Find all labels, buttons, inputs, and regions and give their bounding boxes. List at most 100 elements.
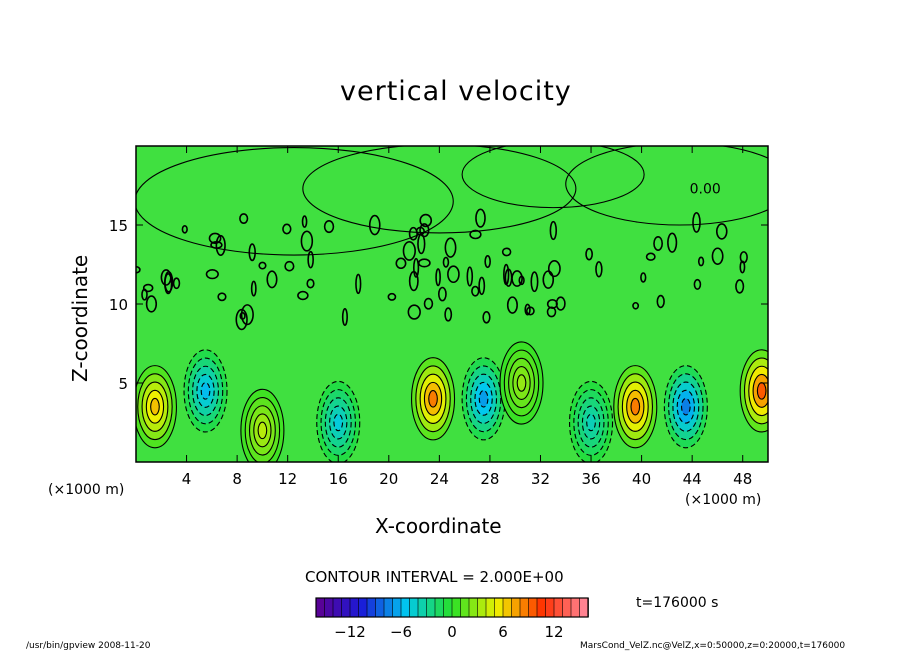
colorbar-swatch	[519, 597, 530, 618]
colorbar-swatch	[545, 597, 555, 618]
contour-line	[711, 247, 724, 265]
contour-line	[306, 278, 315, 289]
colorbar-swatch	[553, 597, 564, 618]
contour-line	[136, 147, 454, 256]
x-unit-left: (×1000 m)	[48, 482, 125, 498]
y-axis: 5 10 15	[109, 217, 768, 393]
contour-line	[208, 232, 222, 244]
contour-line	[423, 297, 434, 310]
colorbar-swatch	[443, 597, 453, 618]
contour-line	[395, 257, 407, 270]
contour-line	[444, 237, 457, 258]
contour-line	[585, 247, 593, 261]
contour-label: 0.00	[690, 181, 721, 197]
y-axis-label: Z-coordinate	[68, 254, 92, 382]
contour-line	[656, 294, 665, 309]
contour-line	[235, 308, 248, 331]
contour-line	[475, 208, 486, 228]
velocity-cell	[569, 380, 614, 462]
x-tick-label: 20	[379, 470, 398, 488]
contour-line	[407, 304, 421, 320]
contour-line	[164, 273, 173, 295]
contour-line	[239, 312, 246, 320]
colorbar-swatch	[562, 597, 572, 618]
contour-line	[355, 273, 362, 295]
contour-line	[257, 421, 268, 440]
contour-line	[150, 397, 160, 416]
velocity-cell	[316, 380, 361, 462]
contour-line	[469, 229, 482, 240]
colorbar-swatch	[400, 597, 411, 618]
x-axis-label: X-coordinate	[375, 514, 502, 538]
contour-line	[437, 286, 447, 302]
colorbar-tick-label: −6	[390, 623, 412, 641]
footer-right: MarsCond_VelZ.nc@VelZ,x=0:50000,z=0:2000…	[580, 641, 846, 651]
x-tick-label: 28	[480, 470, 499, 488]
contour-line	[412, 257, 420, 278]
contour-line	[248, 243, 256, 262]
contour-line	[307, 250, 314, 269]
contour-line	[565, 146, 768, 226]
velocity-field	[136, 341, 768, 462]
contour-line	[630, 397, 641, 416]
contour-line	[482, 311, 491, 324]
x-tick-label: 40	[632, 470, 651, 488]
contour-line	[444, 307, 453, 322]
contour-line	[506, 296, 518, 314]
x-tick-label: 48	[733, 470, 752, 488]
colorbar-swatch	[579, 597, 589, 618]
contour-line	[692, 212, 701, 233]
colorbar-swatch	[494, 597, 504, 618]
velocity-cell	[411, 357, 456, 441]
colorbar: −12 −6 0 6 12	[315, 597, 589, 641]
contour-line	[240, 304, 254, 326]
contour-line	[756, 382, 767, 400]
velocity-cell	[461, 357, 506, 441]
x-tick-label: 24	[430, 470, 449, 488]
velocity-cell	[739, 349, 768, 433]
contour-line	[715, 223, 728, 240]
contour-line	[341, 307, 348, 326]
contour-line	[640, 272, 647, 283]
contour-line	[284, 260, 295, 272]
colorbar-swatch	[315, 597, 326, 618]
colorbar-swatch	[502, 597, 513, 618]
x-tick-label: 8	[232, 470, 242, 488]
contour-line	[546, 306, 557, 318]
colorbar-swatch	[511, 597, 521, 618]
velocity-cell	[663, 365, 708, 449]
contour-line	[415, 226, 425, 236]
colorbar-tick-label: 6	[498, 623, 508, 641]
x-tick-label: 16	[329, 470, 348, 488]
chart-title: vertical velocity	[340, 76, 572, 107]
contour-line	[595, 261, 603, 278]
contour-line	[387, 292, 397, 301]
contour-line	[466, 266, 474, 287]
contour-line	[546, 298, 558, 309]
contour-band	[136, 146, 768, 331]
contour-line	[447, 265, 460, 284]
contour-line	[547, 260, 561, 278]
colorbar-swatch	[468, 597, 479, 618]
colorbar-swatch	[358, 597, 368, 618]
colorbar-swatch	[324, 597, 334, 618]
contour-line	[205, 269, 219, 280]
contour-line	[419, 213, 433, 228]
contour-line	[503, 263, 510, 286]
contour-line	[518, 275, 525, 286]
contour-line	[484, 255, 491, 269]
colorbar-tick-label: 0	[447, 623, 457, 641]
contour-line	[739, 260, 746, 274]
colorbar-swatch	[451, 597, 462, 618]
contour-line	[145, 295, 158, 313]
contour-interval: CONTOUR INTERVAL = 2.000E+00	[305, 568, 564, 586]
colorbar-swatch	[332, 597, 343, 618]
contour-line	[501, 247, 512, 257]
contour-line	[524, 303, 531, 316]
velocity-cell	[240, 388, 285, 462]
contour-line	[645, 252, 656, 261]
colorbar-swatch	[349, 597, 360, 618]
contour-line	[215, 234, 226, 257]
contour-line	[302, 146, 577, 234]
contour-line	[301, 215, 308, 228]
